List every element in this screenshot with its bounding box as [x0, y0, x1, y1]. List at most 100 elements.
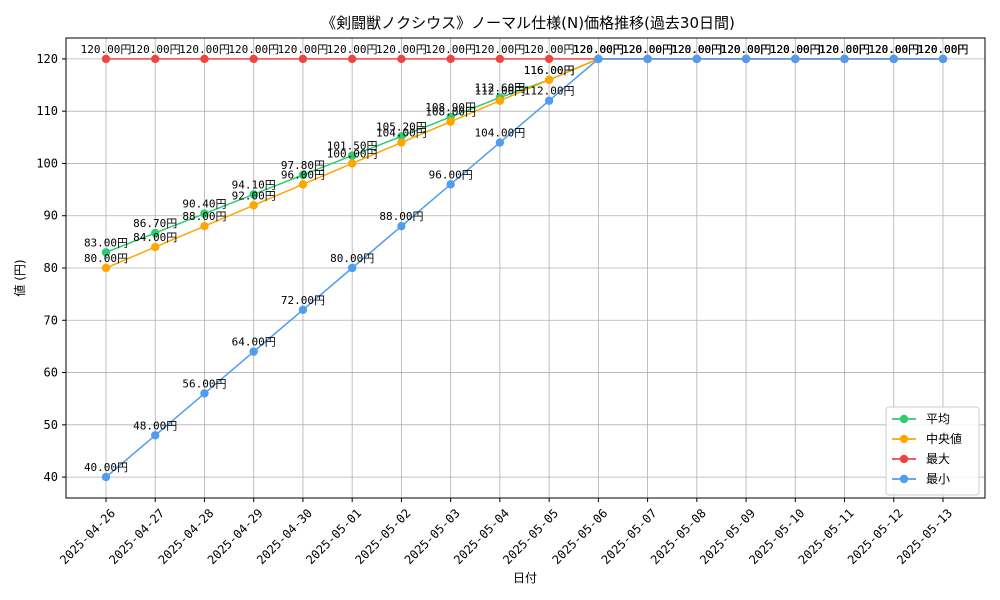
data-point [741, 54, 751, 64]
y-tick-label: 90 [44, 209, 58, 223]
y-tick-label: 50 [44, 418, 58, 432]
legend-marker [899, 414, 909, 424]
y-tick-label: 70 [44, 313, 58, 327]
data-label: 88.00円 [182, 210, 226, 223]
data-point [347, 151, 357, 160]
data-label: 120.00円 [425, 43, 476, 56]
data-label: 72.00円 [281, 294, 325, 307]
legend-marker [899, 434, 909, 444]
data-label: 80.00円 [84, 252, 128, 265]
data-point [200, 221, 209, 231]
data-label: 120.00円 [868, 43, 919, 56]
data-point [544, 96, 554, 105]
data-label: 120.00円 [81, 43, 132, 56]
data-label: 120.00円 [868, 43, 919, 56]
data-point [397, 138, 406, 147]
data-point [151, 431, 160, 440]
data-label: 120.00円 [622, 43, 673, 56]
y-tick-label: 60 [44, 366, 58, 380]
data-point [495, 96, 505, 105]
data-label: 108.90円 [425, 101, 476, 114]
data-label: 120.00円 [376, 43, 427, 56]
data-label: 120.00円 [721, 43, 772, 56]
data-label: 94.10円 [232, 178, 276, 191]
data-label: 120.00円 [130, 43, 181, 56]
data-point [347, 263, 357, 273]
y-tick-label: 120 [36, 52, 58, 66]
data-point [200, 54, 209, 64]
data-label: 120.00円 [573, 43, 624, 56]
data-label: 105.20円 [376, 120, 427, 133]
series-line [105, 58, 943, 478]
data-label: 92.00円 [232, 189, 276, 202]
data-label: 97.80円 [281, 159, 325, 172]
y-tick-label: 80 [44, 261, 58, 275]
data-label: 101.50円 [327, 140, 378, 153]
data-label: 120.00円 [671, 43, 722, 56]
y-axis-label: 値 (円) [12, 259, 27, 296]
data-point [101, 263, 111, 273]
data-label: 120.00円 [770, 43, 821, 56]
data-label: 84.00円 [133, 231, 177, 244]
data-point [544, 54, 554, 64]
data-label: 88.00円 [379, 210, 423, 223]
data-point [347, 54, 357, 64]
data-point [397, 54, 406, 64]
data-label: 40.00円 [84, 461, 128, 474]
data-point [101, 54, 111, 64]
data-label: 120.00円 [918, 43, 969, 56]
data-label: 120.00円 [327, 43, 378, 56]
data-label: 120.00円 [721, 43, 772, 56]
data-label: 48.00円 [133, 419, 177, 432]
data-label: 120.00円 [918, 43, 969, 56]
data-point [151, 54, 160, 64]
legend-marker [899, 474, 909, 484]
legend-marker [899, 454, 909, 464]
data-label: 120.00円 [573, 43, 624, 56]
chart-title: 《剣闘獣ノクシウス》ノーマル仕様(N)価格推移(過去30日間) [321, 14, 735, 32]
data-point [397, 132, 406, 141]
data-point [298, 180, 308, 189]
data-label: 112.00円 [524, 85, 575, 98]
data-point [495, 138, 505, 147]
data-label: 120.00円 [721, 43, 772, 56]
data-point [249, 347, 258, 356]
x-axis-label: 日付 [513, 571, 537, 585]
data-point [200, 209, 209, 218]
data-label: 100.00円 [327, 147, 378, 160]
legend-label: 中央値 [926, 431, 962, 446]
data-point [643, 54, 652, 64]
data-label: 120.00円 [573, 43, 624, 56]
y-tick-label: 100 [36, 156, 58, 170]
data-label: 120.00円 [770, 43, 821, 56]
data-label: 56.00円 [182, 377, 226, 390]
data-label: 116.00円 [524, 64, 575, 77]
data-point [249, 190, 258, 199]
data-label: 120.00円 [622, 43, 673, 56]
data-point [298, 305, 308, 315]
data-point [840, 54, 849, 64]
y-tick-label: 110 [36, 104, 58, 118]
data-label: 120.00円 [918, 43, 969, 56]
data-point [938, 54, 948, 64]
data-point [889, 54, 898, 64]
data-label: 112.60円 [475, 82, 526, 95]
data-point [347, 159, 357, 168]
data-label: 86.70円 [133, 217, 177, 230]
data-label: 120.00円 [179, 43, 230, 56]
legend-label: 最大 [926, 452, 950, 466]
data-point [101, 248, 111, 257]
data-point [594, 54, 603, 64]
data-point [544, 75, 554, 85]
data-label: 83.00円 [84, 236, 128, 249]
data-label: 80.00円 [330, 252, 374, 265]
data-label: 116.00円 [524, 64, 575, 77]
data-point [791, 54, 800, 64]
y-tick-label: 40 [44, 470, 58, 484]
data-label: 120.00円 [868, 43, 919, 56]
data-label: 120.00円 [918, 43, 969, 56]
data-label: 120.00円 [721, 43, 772, 56]
data-label: 120.00円 [475, 43, 526, 56]
